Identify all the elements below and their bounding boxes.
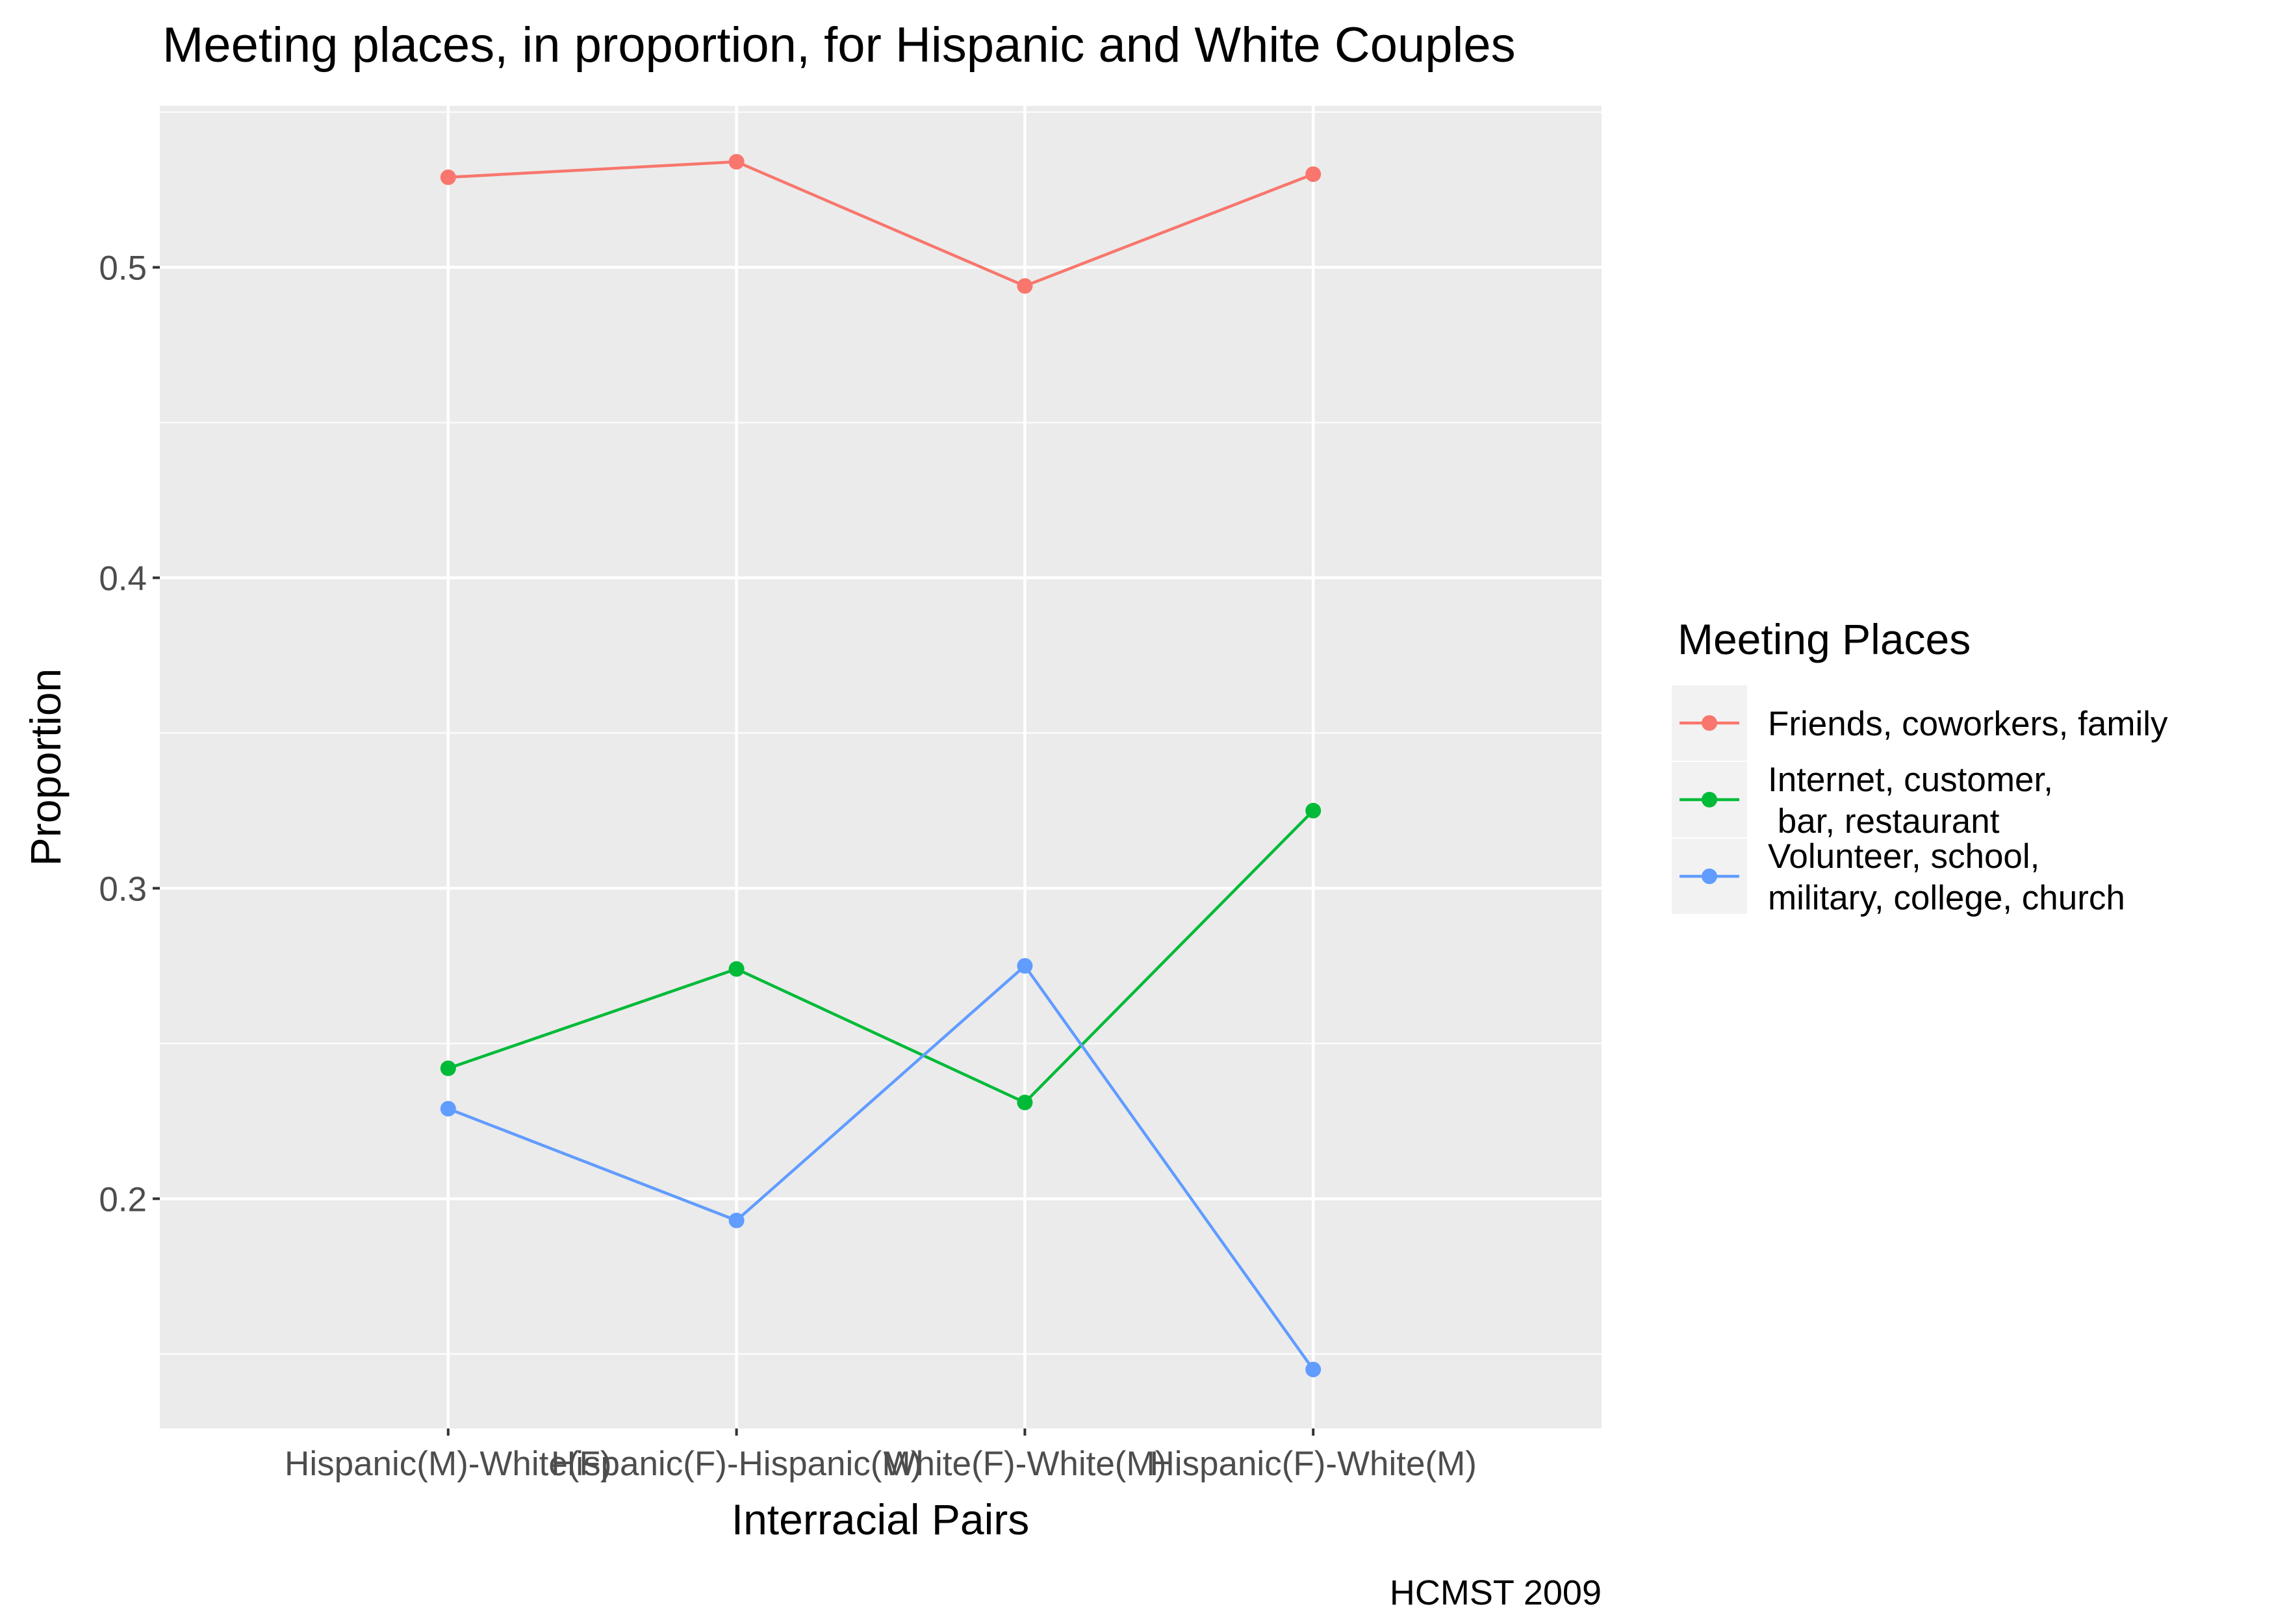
legend-key-point <box>1702 792 1717 807</box>
legend-key-point <box>1702 869 1717 884</box>
series-line <box>448 809 1314 1104</box>
x-tick-label: Hispanic(F)-Hispanic(M) <box>551 1445 922 1483</box>
legend-items: Friends, coworkers, family Internet, cust… <box>1672 685 2168 917</box>
data-point <box>728 154 745 170</box>
legend-label: Friends, coworkers, family <box>1768 705 2168 743</box>
y-tick-label: 0.5 <box>99 249 147 288</box>
axes: 0.20.30.40.5Hispanic(M)-White(F)Hispanic… <box>99 249 1477 1483</box>
y-tick-label: 0.3 <box>99 870 147 908</box>
legend-label: Volunteer, school, military, college, chu… <box>1768 837 2125 917</box>
data-point <box>728 961 745 977</box>
data-point <box>1305 166 1322 183</box>
data-point <box>728 1212 745 1228</box>
legend-title: Meeting Places <box>1678 615 1971 663</box>
data-point <box>1305 802 1322 818</box>
y-tick-label: 0.4 <box>99 559 147 598</box>
data-point <box>440 169 456 185</box>
legend-key-point <box>1702 715 1717 731</box>
y-axis-title: Proportion <box>21 668 70 867</box>
y-tick-label: 0.2 <box>99 1180 147 1219</box>
data-point <box>1017 1095 1033 1111</box>
data-point <box>1017 278 1033 294</box>
plot-caption: HCMST 2009 <box>1390 1573 1602 1612</box>
series-line <box>447 964 1315 1371</box>
data-point <box>1305 1362 1322 1378</box>
plot-panel <box>160 106 1602 1428</box>
x-axis-title: Interracial Pairs <box>732 1495 1030 1543</box>
data-point <box>440 1060 456 1076</box>
x-tick-label: Hispanic(F)-White(M) <box>1149 1445 1477 1483</box>
chart-title: Meeting places, in proportion, for Hispa… <box>162 18 1516 73</box>
series-line <box>448 160 1314 288</box>
series-layer <box>440 154 1322 1378</box>
data-point <box>1017 958 1033 974</box>
x-tick-label: Hispanic(M)-White(F) <box>285 1445 612 1483</box>
legend-label: Internet, customer, bar, restaurant <box>1768 761 2053 841</box>
grid-lines <box>160 106 1602 1428</box>
data-point <box>440 1100 456 1117</box>
legend: Meeting Places Friends, coworkers, famil… <box>1672 615 2168 917</box>
x-tick-label: White(F)-White(M) <box>884 1445 1167 1483</box>
